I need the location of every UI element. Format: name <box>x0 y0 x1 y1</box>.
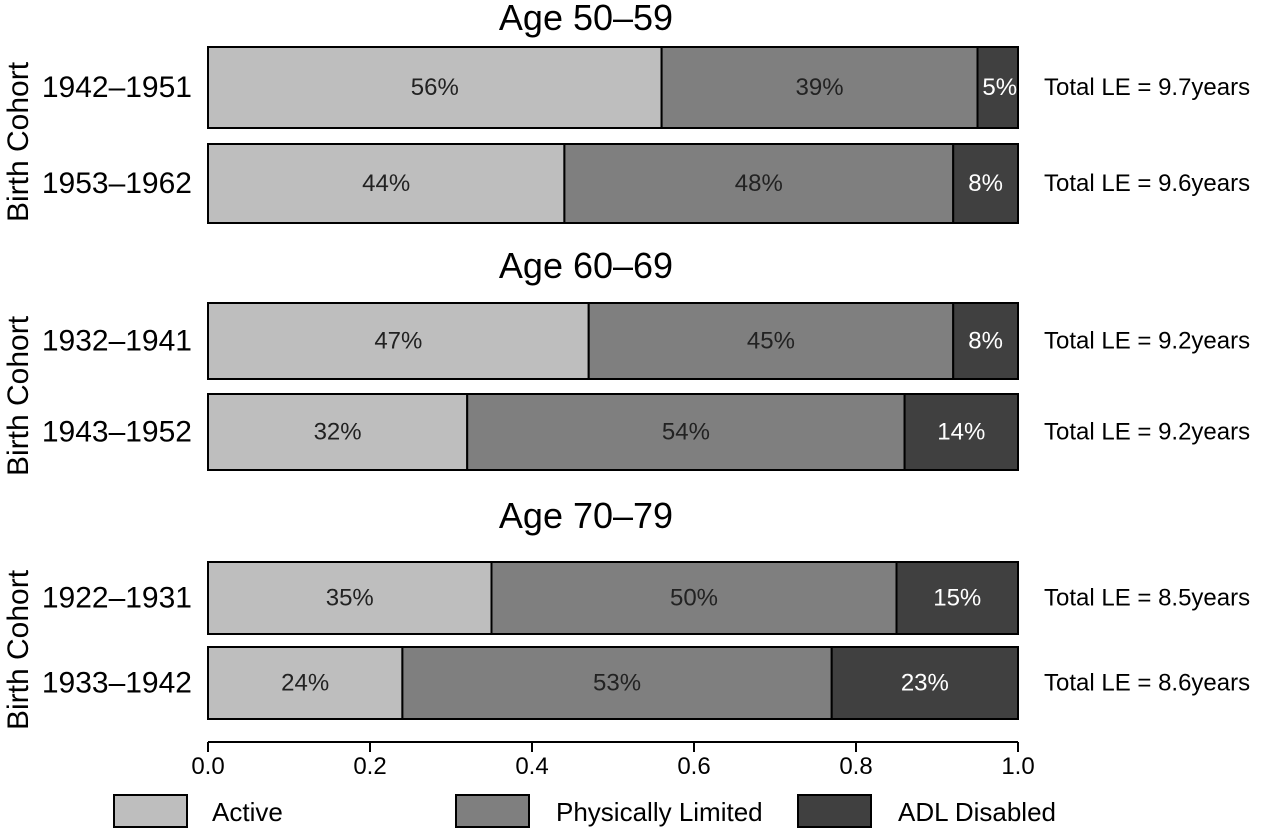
panel-title: Age 50–59 <box>499 0 673 38</box>
x-tick-label: 0.0 <box>191 753 224 780</box>
bar-segment <box>952 302 1020 380</box>
total-le-label: Total LE = 8.5years <box>1044 585 1250 612</box>
bar-segment <box>207 561 493 635</box>
bar-row: 1953–1962 44% 48% 8% Total LE = 9.6years <box>42 143 1250 224</box>
x-tick-label: 0.8 <box>839 753 872 780</box>
legend-swatch <box>455 794 530 828</box>
data-label: 14% <box>937 419 985 446</box>
total-le-label: Total LE = 9.6years <box>1044 170 1250 197</box>
bar-row: 1942–1951 56% 39% 5% Total LE = 9.7years <box>42 46 1250 129</box>
x-tick-label: 0.4 <box>515 753 548 780</box>
bar-segment <box>952 143 1020 224</box>
bar-segment <box>830 646 1020 720</box>
legend-item: Physically Limited <box>455 794 763 828</box>
data-label: 15% <box>933 585 981 612</box>
bar-row: 1943–1952 32% 54% 14% Total LE = 9.2years <box>42 393 1250 471</box>
bar-row: 1932–1941 47% 45% 8% Total LE = 9.2years <box>42 302 1250 380</box>
data-label: 47% <box>374 328 422 355</box>
legend-item: Active <box>113 794 283 828</box>
legend-label: Active <box>212 797 283 827</box>
data-label: 53% <box>593 670 641 697</box>
panel: Age 70–79 Birth Cohort 1922–1931 35% 50% 15% T… <box>2 495 1250 730</box>
legend-swatch <box>797 794 872 828</box>
bar-segment <box>976 46 1019 129</box>
data-label: 48% <box>735 170 783 197</box>
legend-swatch <box>113 794 188 828</box>
data-label: 44% <box>362 170 410 197</box>
x-tick-label: 0.2 <box>353 753 386 780</box>
x-tick-label: 1.0 <box>1001 753 1034 780</box>
cohort-label: 1922–1931 <box>42 582 192 615</box>
data-label: 45% <box>747 328 795 355</box>
total-le-label: Total LE = 9.2years <box>1044 328 1250 355</box>
cohort-label: 1942–1951 <box>42 71 192 104</box>
bar-row: 1922–1931 35% 50% 15% Total LE = 8.5years <box>42 561 1250 635</box>
panel-title: Age 60–69 <box>499 245 673 286</box>
cohort-label: 1932–1941 <box>42 325 192 358</box>
cohort-label: 1933–1942 <box>42 667 192 700</box>
total-le-label: Total LE = 9.7years <box>1044 74 1250 101</box>
data-label: 8% <box>968 170 1003 197</box>
data-label: 23% <box>901 670 949 697</box>
y-axis-label: Birth Cohort <box>2 61 35 222</box>
panel: Age 50–59 Birth Cohort 1942–1951 56% 39% 5% To… <box>2 0 1250 224</box>
data-label: 24% <box>281 670 329 697</box>
data-label: 5% <box>982 74 1017 101</box>
x-axis: 0.0 0.2 0.4 0.6 0.8 1.0 <box>191 741 1035 780</box>
bar-segment <box>895 561 1019 635</box>
bar-row: 1933–1942 24% 53% 23% Total LE = 8.6years <box>42 646 1250 720</box>
panel: Age 60–69 Birth Cohort 1932–1941 47% 45% 8% To… <box>2 245 1250 476</box>
data-label: 54% <box>662 419 710 446</box>
total-le-label: Total LE = 8.6years <box>1044 670 1250 697</box>
cohort-label: 1953–1962 <box>42 167 192 200</box>
bar-segment <box>207 646 404 720</box>
data-label: 35% <box>326 585 374 612</box>
y-axis-label: Birth Cohort <box>2 315 35 476</box>
y-axis-label: Birth Cohort <box>2 569 35 730</box>
data-label: 32% <box>314 419 362 446</box>
bar-segment <box>563 143 955 224</box>
panel-title: Age 70–79 <box>499 495 673 536</box>
data-label: 8% <box>968 328 1003 355</box>
legend-item: ADL Disabled <box>797 794 1056 828</box>
legend: Active Physically Limited ADL Disabled <box>113 794 1056 828</box>
legend-label: Physically Limited <box>556 797 763 827</box>
bar-segment <box>903 393 1019 471</box>
data-label: 50% <box>670 585 718 612</box>
x-tick-label: 0.6 <box>677 753 710 780</box>
bar-segment <box>207 393 469 471</box>
cohort-label: 1943–1952 <box>42 416 192 449</box>
data-label: 56% <box>411 74 459 101</box>
total-le-label: Total LE = 9.2years <box>1044 419 1250 446</box>
bar-segment <box>490 561 898 635</box>
legend-label: ADL Disabled <box>898 797 1056 827</box>
bar-segment <box>401 646 833 720</box>
bar-segment <box>207 302 590 380</box>
bar-segment <box>660 46 979 129</box>
data-label: 39% <box>796 74 844 101</box>
bar-segment <box>587 302 955 380</box>
bar-segment <box>207 143 566 224</box>
bar-segment <box>207 46 663 129</box>
